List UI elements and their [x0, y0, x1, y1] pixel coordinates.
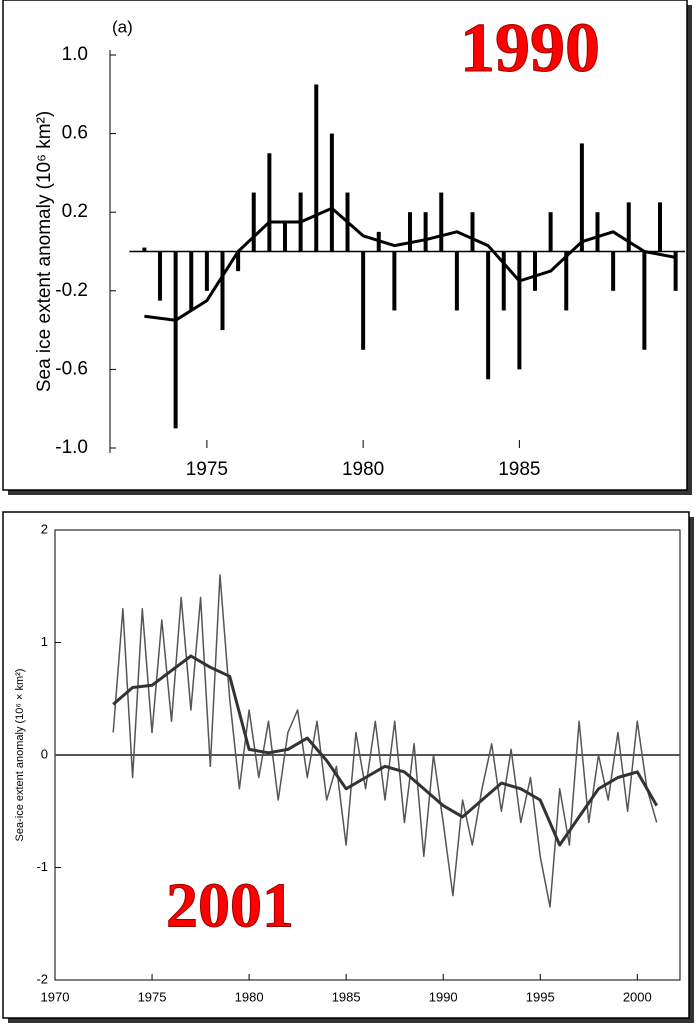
- bar: [642, 251, 647, 350]
- x-tick-label: 1995: [526, 989, 555, 1004]
- frame: [2, 511, 690, 1019]
- y-axis-label: Sea ice extent anomaly (10⁶ km²): [34, 111, 55, 392]
- bar: [329, 133, 334, 252]
- bar: [439, 192, 444, 252]
- y-axis-label: Sea-ice extent anomaly (10⁶ × km²): [14, 669, 26, 842]
- frame: [2, 0, 688, 491]
- x-tick-label: 1980: [235, 989, 264, 1004]
- y-tick-label: 1: [41, 634, 48, 649]
- bar: [189, 251, 194, 311]
- y-tick-label: -2: [36, 971, 48, 986]
- y-tick-label: -0.2: [55, 280, 88, 301]
- bar: [564, 251, 569, 311]
- data-line: [112, 574, 658, 908]
- bar: [595, 212, 600, 252]
- bar: [533, 251, 537, 291]
- data-line: [144, 206, 676, 322]
- y-tick-label: -1: [36, 859, 48, 874]
- bar: [626, 202, 631, 252]
- bar: [173, 251, 178, 429]
- bar: [501, 251, 506, 311]
- bar: [611, 251, 616, 291]
- chart-title: (a): [112, 17, 133, 36]
- bar: [267, 153, 272, 252]
- x-tick-label: 1980: [342, 459, 384, 480]
- bar: [283, 222, 287, 252]
- y-tick-label: -1.0: [55, 437, 88, 458]
- bar: [486, 251, 491, 380]
- y-tick-label: 0.2: [62, 201, 88, 222]
- y-tick-label: 2: [41, 521, 48, 536]
- x-tick-label: 2000: [623, 989, 652, 1004]
- bar: [220, 251, 225, 331]
- bar: [423, 212, 428, 252]
- y-tick-label: 0: [41, 746, 48, 761]
- x-tick-label: 1975: [186, 459, 228, 480]
- bar: [204, 251, 209, 291]
- bar: [158, 251, 162, 301]
- y-tick-label: 0.6: [62, 123, 88, 144]
- year-annotation: 1990: [460, 10, 600, 87]
- bar: [548, 212, 553, 252]
- x-tick-label: 1975: [138, 989, 167, 1004]
- bar: [658, 202, 662, 252]
- bar: [361, 251, 366, 350]
- bar: [251, 192, 256, 252]
- bar: [579, 143, 584, 252]
- x-tick-label: 1970: [41, 989, 70, 1004]
- bar: [673, 251, 678, 291]
- bar: [454, 251, 459, 311]
- x-tick-label: 1990: [429, 989, 458, 1004]
- x-tick-label: 1985: [498, 459, 540, 480]
- y-tick-label: 1.0: [62, 44, 88, 65]
- year-annotation: 2001: [166, 870, 294, 941]
- bar: [517, 251, 522, 370]
- bar: [392, 251, 397, 311]
- bar: [408, 212, 412, 252]
- bar: [314, 84, 319, 252]
- y-tick-label: -0.6: [55, 358, 88, 379]
- bar: [236, 251, 241, 272]
- x-tick-label: 1985: [332, 989, 361, 1004]
- bar: [470, 212, 475, 252]
- bar: [142, 247, 147, 252]
- data-line: [112, 654, 658, 847]
